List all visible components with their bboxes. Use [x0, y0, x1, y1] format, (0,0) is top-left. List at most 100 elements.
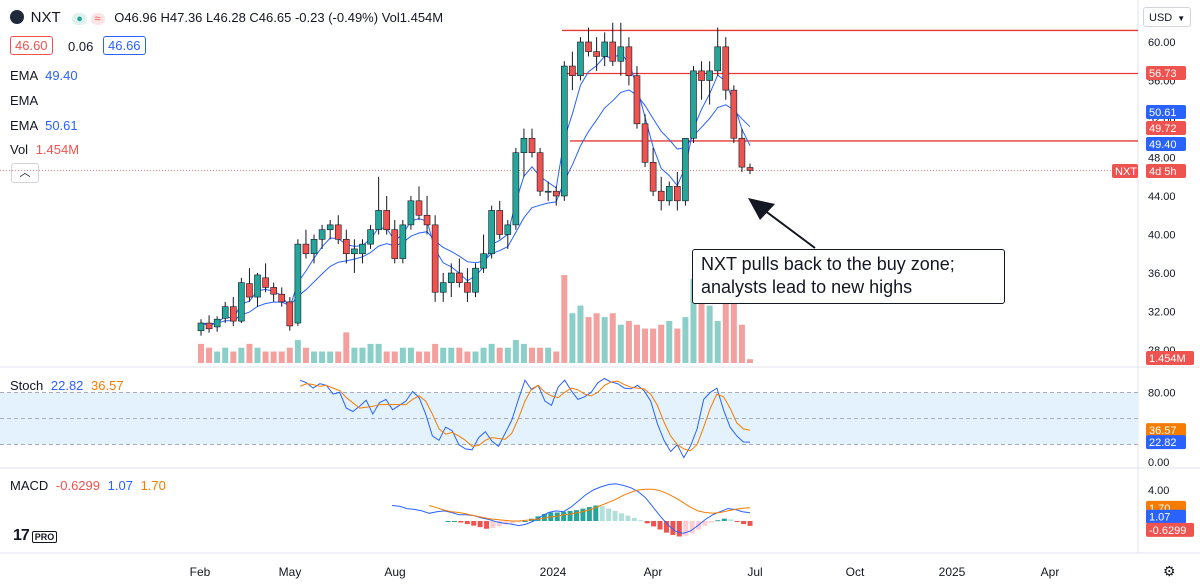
volume-bar [262, 351, 269, 363]
candle [351, 239, 358, 273]
candle [488, 205, 495, 259]
candle [746, 163, 754, 175]
macd-hist-bar [464, 521, 470, 525]
ema2-legend[interactable]: EMA [10, 93, 38, 108]
macd-hist-bar [747, 521, 753, 526]
volume-bar [440, 347, 447, 363]
volume-bar [698, 294, 705, 363]
candle-body [690, 70, 697, 139]
price-axis-label: NXT [1115, 166, 1137, 178]
price-axis-label-bg [1146, 66, 1186, 80]
macd-hist-bar [490, 521, 496, 528]
macd-axis-label: 1.07 [1149, 512, 1170, 524]
tradingview-logo[interactable]: 17 PRO [13, 527, 58, 545]
macd-hist-bar [715, 520, 721, 522]
volume-bar [690, 278, 697, 363]
macd-hist-bar [638, 520, 644, 522]
candle [706, 61, 713, 105]
candle-body [480, 253, 487, 269]
settings-gear-icon[interactable]: ⚙ [1163, 563, 1176, 579]
candle [229, 297, 237, 326]
volume-bar [432, 343, 439, 363]
candle [270, 282, 277, 302]
candle [254, 273, 261, 307]
volume-bar [529, 347, 536, 363]
bid-price-button[interactable]: 46.60 [10, 36, 53, 55]
currency-selector[interactable]: USD ▼ [1143, 7, 1191, 27]
volume-bar [375, 343, 382, 363]
candle-body [456, 272, 463, 283]
ohlc-close: C46.65 [249, 10, 292, 25]
candle [472, 263, 479, 298]
annotation-callout[interactable]: NXT pulls back to the buy zone; analysts… [692, 249, 1005, 304]
macd-signal-value: 1.70 [140, 478, 166, 493]
candle-body [439, 282, 447, 293]
symbol-name[interactable]: NXT [30, 9, 61, 26]
ohlc-open: O46.96 [114, 10, 157, 25]
candle-body [706, 70, 713, 81]
macd-signal-line [429, 488, 751, 522]
price-axis-label: 50.61 [1149, 107, 1177, 119]
macd-line [391, 483, 751, 534]
candle [657, 176, 665, 211]
macd-label: MACD [10, 478, 49, 493]
candle-body [229, 306, 237, 322]
ask-price-button[interactable]: 46.66 [103, 36, 146, 55]
candle [633, 66, 641, 129]
volume-bar [674, 328, 681, 363]
macd-hist-bar [484, 521, 490, 529]
macd-hist-bar [522, 521, 528, 522]
candle [431, 215, 439, 302]
stoch-d-line [299, 380, 751, 452]
candle [278, 287, 286, 307]
volume-bar [222, 347, 229, 363]
candle-body [447, 272, 455, 283]
candle-body [496, 210, 504, 235]
collapse-legend-button[interactable]: ︿ [11, 163, 39, 183]
ema1-legend[interactable]: EMA 49.40 [10, 68, 78, 83]
x-tick-label: Jul [747, 565, 762, 579]
candle [456, 258, 463, 288]
macd-legend[interactable]: MACD -0.6299 1.07 1.70 [10, 478, 166, 493]
macd-hist-bar [676, 521, 682, 537]
price-axis-label: 49.72 [1149, 123, 1177, 135]
volume-bar [545, 347, 552, 363]
price-axis-label: 1.454M [1149, 353, 1186, 365]
pine-icon[interactable]: ≈ [90, 13, 105, 25]
volume-bar [278, 351, 285, 363]
candle [609, 22, 617, 67]
volume-bar [666, 320, 673, 363]
ema3-legend[interactable]: EMA 50.61 [10, 118, 78, 133]
stoch-axis-label: 22.82 [1149, 437, 1177, 449]
candle [601, 32, 608, 67]
macd-hist-bar [471, 521, 477, 526]
candle [399, 220, 407, 264]
volume-label: Vol [10, 142, 29, 157]
eye-toggle-icon[interactable]: ● [72, 13, 87, 25]
candle-body [254, 274, 261, 298]
x-tick-label: Aug [384, 565, 405, 579]
x-tick-label: Apr [1041, 565, 1060, 579]
macd-hist-bar [503, 521, 509, 525]
candle-body [536, 152, 544, 192]
macd-hist-bar [477, 521, 483, 528]
candle [310, 234, 318, 264]
candle [464, 268, 471, 302]
volume-bar [343, 332, 350, 363]
ohlc-change: -0.23 (-0.49%) [294, 10, 379, 25]
symbol-logo-icon [10, 10, 24, 24]
macd-hist-bar [741, 521, 747, 525]
macd-hist-bar [496, 521, 502, 527]
ohlc-high: H47.36 [160, 10, 203, 25]
candle [722, 37, 730, 100]
stoch-legend[interactable]: Stoch 22.82 36.57 [10, 378, 124, 393]
volume-value: 1.454M [35, 142, 80, 157]
volume-bar [415, 351, 422, 363]
candle-body [609, 41, 617, 62]
candle-body [625, 46, 633, 76]
candle [480, 234, 487, 273]
candle-body [585, 41, 592, 52]
volume-legend[interactable]: Vol 1.454M [10, 142, 79, 157]
ema3-value: 50.61 [45, 118, 78, 133]
x-tick-label: Apr [644, 565, 663, 579]
